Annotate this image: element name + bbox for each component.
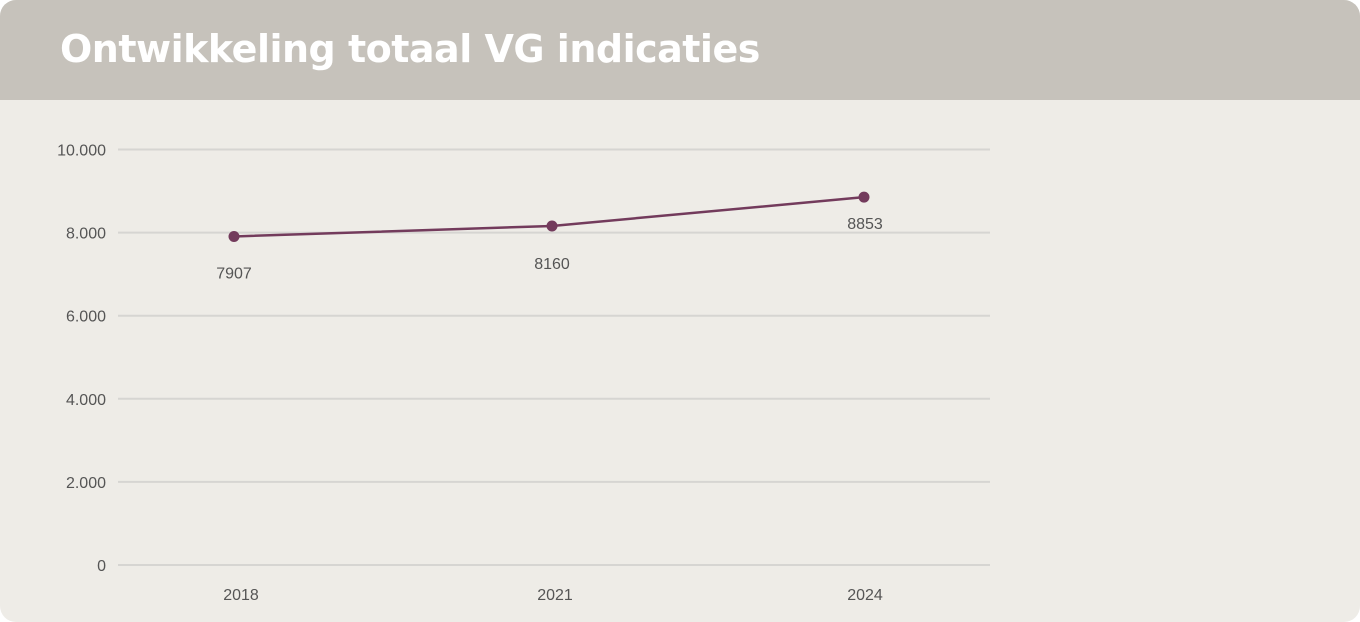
x-tick-label-2018: 2018 — [223, 587, 259, 604]
y-tick-label-8000: 8.000 — [66, 226, 106, 243]
series — [228, 191, 870, 242]
y-tick-label-10000: 10.000 — [57, 143, 106, 160]
data-label-2018: 7907 — [216, 265, 252, 282]
x-axis-ticks: 2018 2021 2024 — [223, 587, 883, 604]
gridlines — [118, 148, 990, 566]
data-label-2024: 8853 — [847, 216, 883, 233]
data-label-2021: 8160 — [534, 256, 570, 273]
line-chart: 0 2.000 4.000 6.000 8.000 10.000 2018 2021 2024… — [57, 143, 990, 604]
series-line-0 — [232, 195, 866, 238]
y-tick-label-0: 0 — [97, 558, 106, 575]
chart-title: Ontwikkeling totaal VG indicaties — [60, 27, 760, 71]
chart-header: Ontwikkeling totaal VG indicaties — [0, 0, 1360, 100]
y-axis-ticks: 0 2.000 4.000 6.000 8.000 10.000 — [57, 143, 106, 576]
y-tick-label-4000: 4.000 — [66, 392, 106, 409]
x-tick-label-2021: 2021 — [537, 587, 573, 604]
data-point-2024 — [858, 191, 870, 203]
x-tick-label-2024: 2024 — [847, 587, 883, 604]
data-point-2018 — [228, 230, 240, 242]
y-tick-label-2000: 2.000 — [66, 475, 106, 492]
y-tick-label-6000: 6.000 — [66, 309, 106, 326]
data-point-2021 — [546, 220, 558, 232]
data-labels: 7907 8160 8853 — [216, 216, 883, 282]
